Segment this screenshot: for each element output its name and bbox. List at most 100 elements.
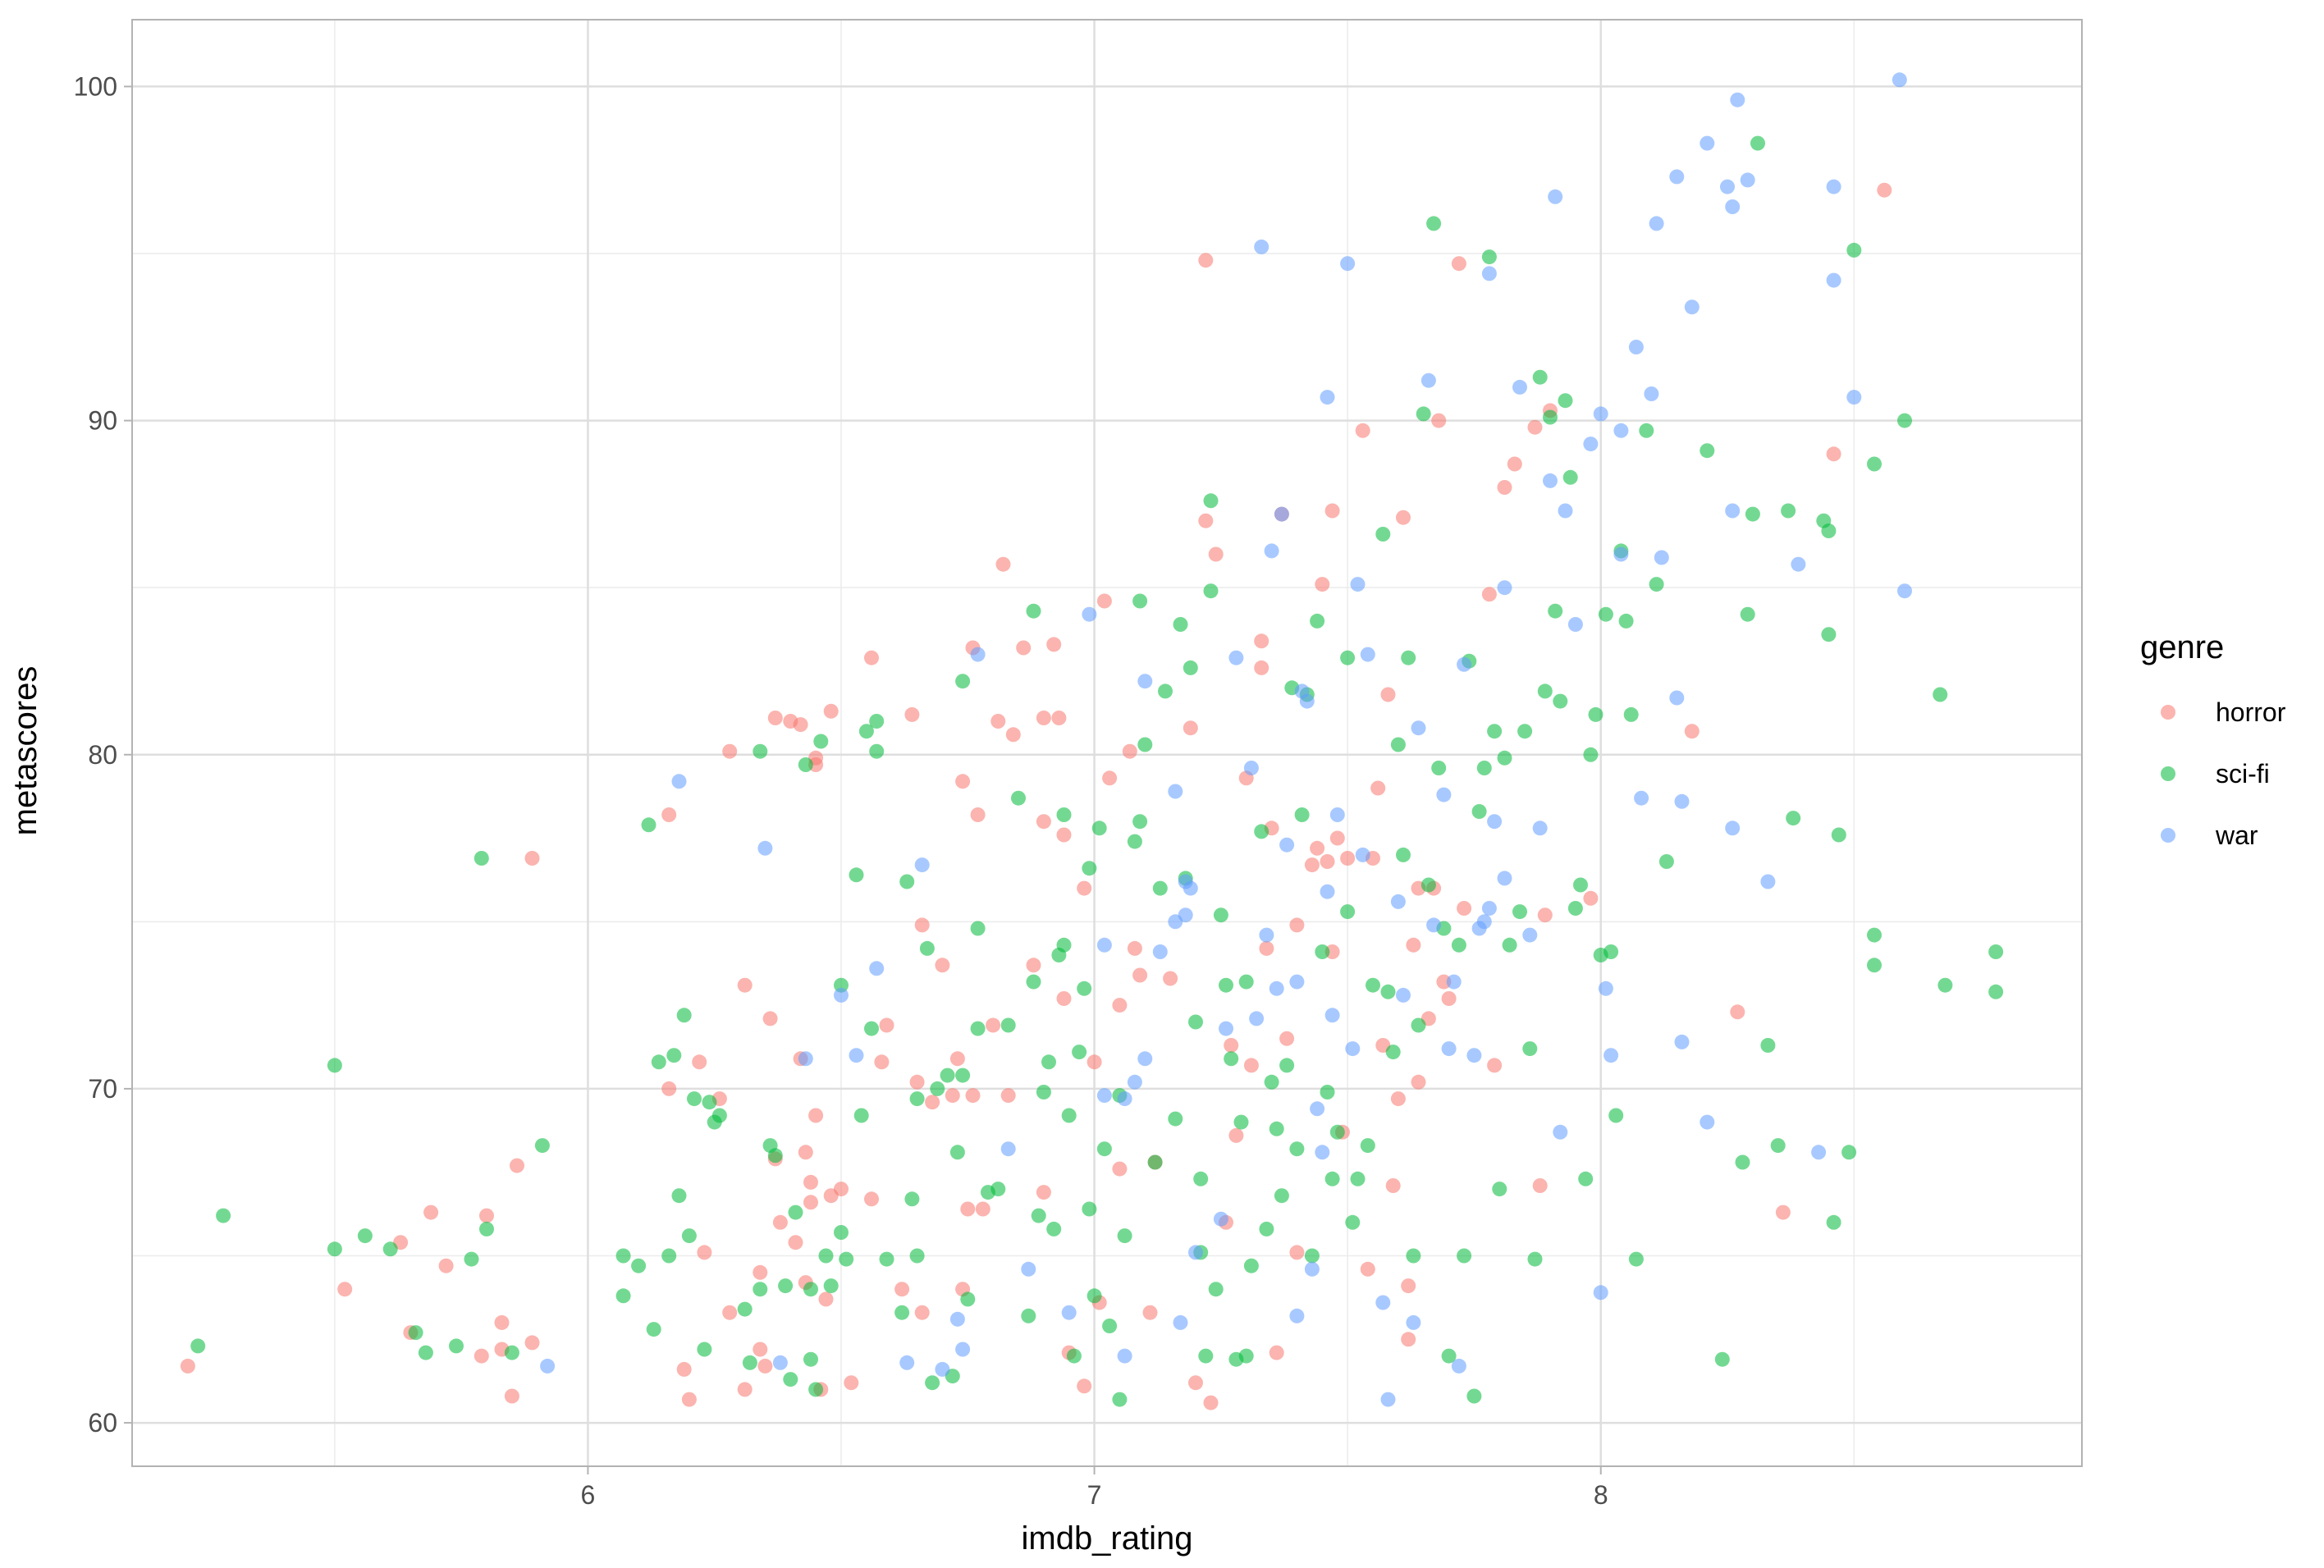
data-point-war	[540, 1358, 556, 1374]
data-point-war	[1137, 1051, 1153, 1067]
data-point-war	[1669, 690, 1685, 706]
data-point-horror	[753, 1342, 768, 1357]
data-point-sci-fi	[1385, 1045, 1401, 1060]
data-point-horror	[1127, 940, 1142, 956]
data-point-sci-fi	[1532, 369, 1548, 385]
data-point-war	[1436, 787, 1452, 802]
data-point-sci-fi	[1562, 469, 1578, 485]
data-point-sci-fi	[1208, 1282, 1224, 1297]
data-point-war	[1548, 189, 1563, 204]
data-point-sci-fi	[849, 867, 864, 883]
data-point-sci-fi	[798, 757, 813, 772]
data-point-horror	[504, 1388, 519, 1404]
data-point-sci-fi	[1082, 1201, 1097, 1217]
data-point-sci-fi	[1745, 506, 1760, 522]
data-point-sci-fi	[869, 714, 885, 729]
data-point-sci-fi	[1933, 687, 1948, 702]
data-point-sci-fi	[1522, 1041, 1538, 1057]
data-point-horror	[1684, 724, 1700, 739]
data-point-war	[671, 774, 687, 789]
data-point-sci-fi	[1846, 242, 1862, 258]
data-point-sci-fi	[1831, 827, 1846, 843]
data-point-war	[1152, 944, 1168, 959]
data-point-sci-fi	[1558, 393, 1573, 409]
data-point-sci-fi	[1173, 617, 1188, 632]
data-point-horror	[1329, 830, 1345, 846]
data-point-horror	[970, 807, 986, 822]
data-point-sci-fi	[1588, 706, 1603, 722]
legend-key-war	[2161, 828, 2175, 843]
data-point-sci-fi	[1867, 958, 1882, 973]
data-point-sci-fi	[1401, 650, 1416, 665]
data-point-war	[1649, 216, 1664, 231]
data-point-sci-fi	[1056, 807, 1072, 822]
data-point-horror	[1406, 937, 1421, 953]
data-point-sci-fi	[449, 1338, 464, 1354]
data-point-horror	[737, 1382, 753, 1397]
data-point-horror	[661, 807, 677, 822]
data-point-horror	[1775, 1205, 1791, 1220]
data-point-horror	[823, 703, 839, 719]
data-point-sci-fi	[778, 1278, 794, 1294]
data-point-sci-fi	[1219, 977, 1233, 993]
data-point-sci-fi	[894, 1305, 910, 1320]
data-point-war	[834, 987, 849, 1003]
data-point-horror	[1224, 1038, 1239, 1053]
legend: genre horror sci-fi war	[2140, 629, 2286, 850]
data-point-sci-fi	[1000, 1017, 1016, 1033]
data-point-sci-fi	[1457, 1248, 1472, 1264]
data-point-horror	[1436, 974, 1452, 990]
data-point-horror	[722, 743, 738, 759]
data-point-sci-fi	[1117, 1228, 1132, 1244]
data-point-war	[1644, 386, 1659, 401]
y-tick-label: 70	[88, 1074, 117, 1104]
data-point-horror	[1142, 1305, 1158, 1320]
data-point-sci-fi	[1527, 1251, 1543, 1267]
data-point-horror	[1163, 971, 1178, 986]
data-point-horror	[1487, 1058, 1503, 1073]
data-point-war	[955, 1342, 971, 1357]
data-point-horror	[1198, 253, 1214, 268]
data-point-sci-fi	[1537, 683, 1553, 699]
data-point-war	[1249, 1011, 1265, 1026]
data-point-war	[1329, 807, 1345, 822]
data-point-sci-fi	[853, 1108, 869, 1123]
data-point-sci-fi	[1426, 216, 1442, 231]
data-point-horror	[1396, 510, 1411, 525]
data-point-horror	[737, 977, 753, 993]
data-point-sci-fi	[1821, 523, 1837, 538]
data-point-sci-fi	[949, 1145, 965, 1160]
data-point-horror	[753, 1264, 768, 1280]
data-point-war	[1613, 423, 1629, 438]
data-point-war	[1279, 837, 1295, 853]
data-point-war	[1446, 974, 1462, 990]
data-point-sci-fi	[1340, 650, 1356, 665]
data-point-horror	[864, 1191, 879, 1207]
data-point-sci-fi	[651, 1054, 666, 1070]
data-point-horror	[1431, 413, 1447, 428]
data-point-horror	[1401, 1332, 1416, 1347]
legend-key-sci-fi	[2161, 766, 2175, 781]
data-point-sci-fi	[1329, 1124, 1345, 1140]
data-point-sci-fi	[864, 1021, 879, 1036]
legend-item-sci-fi: sci-fi	[2161, 759, 2270, 789]
data-point-sci-fi	[1517, 724, 1533, 739]
data-point-sci-fi	[1512, 904, 1527, 920]
data-point-sci-fi	[473, 851, 489, 866]
data-point-war	[1264, 543, 1279, 559]
data-point-sci-fi	[1476, 761, 1492, 775]
data-point-sci-fi	[788, 1205, 803, 1220]
data-point-horror	[1208, 546, 1224, 562]
data-point-sci-fi	[1481, 249, 1497, 265]
data-point-horror	[1730, 1004, 1745, 1020]
data-point-sci-fi	[357, 1228, 373, 1244]
data-point-horror	[1583, 890, 1599, 906]
data-point-sci-fi	[879, 1251, 894, 1267]
data-point-sci-fi	[1639, 423, 1654, 438]
data-point-war	[772, 1355, 788, 1370]
data-point-sci-fi	[1152, 880, 1168, 896]
data-point-sci-fi	[823, 1278, 839, 1294]
data-point-sci-fi	[1380, 984, 1396, 999]
data-point-war	[1021, 1261, 1036, 1277]
data-point-sci-fi	[1158, 683, 1173, 699]
